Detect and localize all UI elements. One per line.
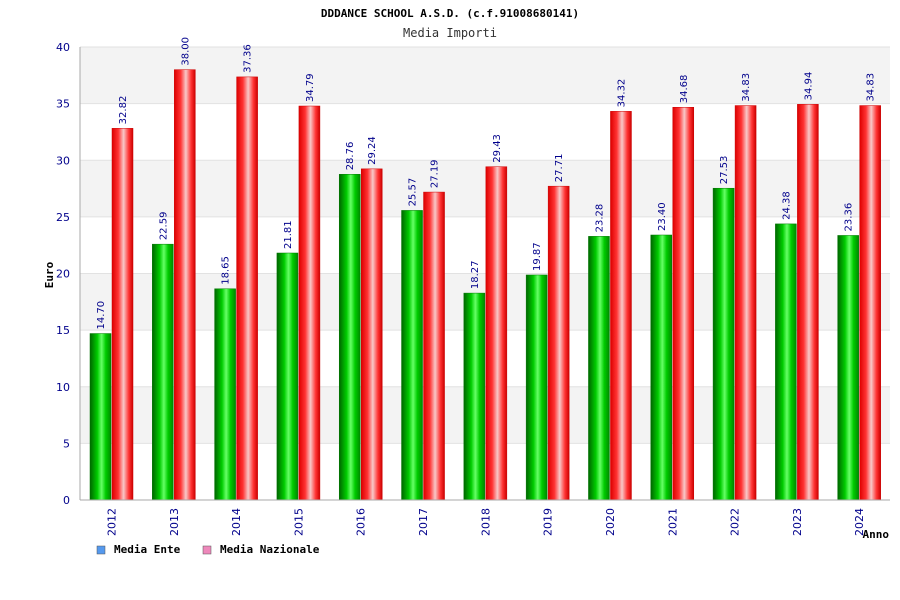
data-label: 34.94: [803, 72, 814, 101]
bar-media-nazionale-2023: [797, 104, 819, 501]
bar-media-nazionale-2015: [298, 105, 321, 501]
bar-media-nazionale-2013: [174, 69, 196, 501]
legend-label-media-nazionale: Media Nazionale: [220, 543, 320, 556]
bar-media-nazionale-2021: [672, 106, 695, 501]
x-axis-ticks: 2012 2013 2014 2015 2016 2017 2018 2019 2020 2021…: [106, 508, 867, 536]
legend-swatch-media-ente: [96, 545, 106, 555]
legend: Media Ente Media Nazionale: [96, 543, 320, 556]
bar-media-nazionale-2020: [610, 111, 632, 501]
y-tick-label: 20: [56, 268, 70, 281]
plot-band: [80, 216, 890, 274]
data-label: 21.81: [283, 220, 294, 249]
x-tick-label: 2015: [292, 508, 305, 536]
bars: [89, 69, 881, 501]
y-tick-label: 35: [56, 98, 70, 111]
data-labels: 14.70 32.82 22.59 38.00 18.65 37.36 21.81 34.79…: [96, 37, 877, 330]
data-label: 34.68: [679, 75, 690, 104]
bar-media-nazionale-2016: [360, 168, 383, 501]
y-tick-label: 25: [56, 211, 70, 224]
bar-media-ente-2018: [463, 292, 486, 501]
plot-band: [80, 47, 890, 104]
data-label: 18.27: [470, 260, 481, 289]
bar-media-ente-2014: [214, 288, 236, 501]
data-label: 29.43: [492, 134, 503, 163]
data-label: 23.40: [657, 202, 668, 231]
data-label: 38.00: [180, 37, 191, 66]
bar-media-ente-2013: [152, 243, 174, 501]
legend-label-media-ente: Media Ente: [114, 543, 181, 556]
y-tick-label: 40: [56, 41, 70, 54]
bar-media-nazionale-2017: [423, 191, 445, 501]
bar-media-ente-2016: [338, 174, 361, 501]
data-label: 34.79: [305, 73, 316, 102]
x-tick-label: 2023: [791, 508, 804, 536]
legend-swatch-media-nazionale: [202, 545, 212, 555]
y-axis-label: Euro: [43, 261, 56, 288]
data-label: 29.24: [367, 136, 378, 165]
y-axis-ticks: 0 5 10 15 20 25 30 35 40: [56, 41, 70, 507]
data-label: 23.36: [844, 203, 855, 232]
bar-media-nazionale-2012: [111, 128, 134, 501]
y-tick-label: 10: [56, 381, 70, 394]
bar-media-ente-2012: [89, 333, 112, 501]
bar-media-ente-2022: [712, 187, 735, 501]
x-tick-label: 2014: [230, 508, 243, 536]
x-tick-label: 2019: [542, 508, 555, 536]
y-tick-label: 5: [63, 437, 70, 450]
y-tick-label: 0: [63, 494, 70, 507]
x-tick-label: 2013: [168, 508, 181, 536]
x-tick-label: 2012: [106, 508, 119, 536]
x-tick-label: 2017: [417, 508, 430, 536]
data-label: 24.38: [781, 191, 792, 220]
bar-media-ente-2015: [276, 252, 299, 501]
data-label: 27.19: [430, 159, 441, 188]
bar-media-ente-2020: [588, 236, 610, 501]
y-tick-label: 30: [56, 154, 70, 167]
data-label: 27.71: [554, 154, 565, 183]
data-label: 37.36: [243, 44, 254, 73]
data-label: 19.87: [532, 242, 543, 271]
data-label: 25.57: [408, 178, 419, 207]
bar-media-ente-2021: [650, 234, 673, 501]
data-label: 14.70: [96, 301, 107, 330]
x-tick-label: 2020: [604, 508, 617, 536]
x-tick-label: 2024: [853, 508, 866, 536]
data-label: 32.82: [118, 96, 129, 125]
data-label: 34.83: [741, 73, 752, 102]
bar-media-ente-2019: [525, 274, 548, 501]
bar-media-ente-2023: [775, 223, 797, 501]
chart-subtitle: Media Importi: [403, 26, 497, 40]
bar-media-ente-2024: [837, 235, 859, 501]
bar-media-nazionale-2022: [734, 105, 757, 501]
axes: [79, 47, 890, 501]
bar-media-nazionale-2014: [236, 76, 258, 501]
x-tick-label: 2021: [666, 508, 679, 536]
data-label: 28.76: [345, 142, 356, 171]
bar-media-nazionale-2018: [485, 166, 508, 501]
bar-media-ente-2017: [401, 210, 423, 501]
data-label: 34.83: [866, 73, 877, 102]
y-tick-label: 15: [56, 324, 70, 337]
chart-title: DDDANCE SCHOOL A.S.D. (c.f.91008680141): [321, 7, 579, 20]
x-tick-label: 2018: [479, 508, 492, 536]
x-tick-label: 2022: [729, 508, 742, 536]
bar-media-nazionale-2024: [859, 105, 881, 501]
data-label: 23.28: [594, 204, 605, 233]
bar-media-nazionale-2019: [547, 185, 570, 501]
plot-band: [80, 160, 890, 217]
data-label: 22.59: [158, 212, 169, 241]
data-label: 34.32: [616, 79, 627, 108]
plot-band: [80, 103, 890, 161]
data-label: 27.53: [719, 156, 730, 185]
data-label: 18.65: [221, 256, 232, 285]
x-axis-label: Anno: [863, 528, 890, 541]
x-tick-label: 2016: [355, 508, 368, 536]
